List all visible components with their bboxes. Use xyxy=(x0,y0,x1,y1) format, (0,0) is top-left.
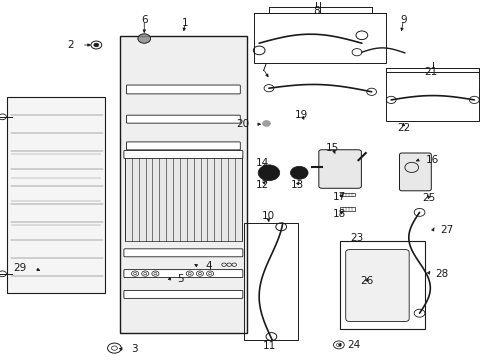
Text: 1: 1 xyxy=(181,18,188,28)
Text: 7: 7 xyxy=(259,63,266,73)
Text: 5: 5 xyxy=(177,274,183,284)
Circle shape xyxy=(94,43,99,47)
Circle shape xyxy=(262,121,270,126)
Text: 27: 27 xyxy=(439,225,452,235)
Circle shape xyxy=(262,168,275,178)
Text: 15: 15 xyxy=(325,143,339,153)
Text: 17: 17 xyxy=(332,192,346,202)
Text: 3: 3 xyxy=(131,344,138,354)
Text: 16: 16 xyxy=(425,155,438,165)
Text: 4: 4 xyxy=(205,261,212,271)
Bar xyxy=(124,155,242,241)
FancyBboxPatch shape xyxy=(399,153,430,191)
Text: 6: 6 xyxy=(141,15,147,25)
Bar xyxy=(339,207,354,211)
FancyBboxPatch shape xyxy=(318,150,361,188)
Text: 9: 9 xyxy=(399,15,406,25)
Circle shape xyxy=(258,165,279,181)
Text: 19: 19 xyxy=(294,110,308,120)
Text: 26: 26 xyxy=(359,276,373,286)
Bar xyxy=(7,97,105,293)
Text: 25: 25 xyxy=(422,193,435,203)
Text: 22: 22 xyxy=(396,123,409,133)
Text: 2: 2 xyxy=(67,40,74,50)
FancyBboxPatch shape xyxy=(126,85,240,94)
FancyBboxPatch shape xyxy=(126,142,240,150)
FancyBboxPatch shape xyxy=(123,150,243,158)
Text: 21: 21 xyxy=(424,67,437,77)
Text: 14: 14 xyxy=(255,158,268,168)
Text: 28: 28 xyxy=(434,269,447,279)
Text: 29: 29 xyxy=(14,263,27,273)
Text: 13: 13 xyxy=(290,180,304,190)
Circle shape xyxy=(265,170,272,175)
Circle shape xyxy=(294,169,304,176)
Bar xyxy=(386,72,478,121)
FancyBboxPatch shape xyxy=(345,249,408,321)
Bar xyxy=(244,223,298,340)
Text: 12: 12 xyxy=(255,180,268,190)
Circle shape xyxy=(290,166,307,179)
Bar xyxy=(254,13,386,63)
Text: 24: 24 xyxy=(346,340,360,350)
FancyBboxPatch shape xyxy=(123,270,243,278)
Text: 10: 10 xyxy=(261,211,274,221)
Circle shape xyxy=(138,34,150,43)
FancyBboxPatch shape xyxy=(123,249,243,257)
Text: 20: 20 xyxy=(236,119,249,129)
Text: 11: 11 xyxy=(263,341,276,351)
Bar xyxy=(339,241,425,329)
FancyBboxPatch shape xyxy=(126,115,240,123)
FancyBboxPatch shape xyxy=(123,291,243,298)
Text: 8: 8 xyxy=(312,6,319,16)
Bar xyxy=(120,36,246,333)
Bar xyxy=(339,193,354,196)
Text: 18: 18 xyxy=(332,209,346,219)
Text: 23: 23 xyxy=(349,233,363,243)
